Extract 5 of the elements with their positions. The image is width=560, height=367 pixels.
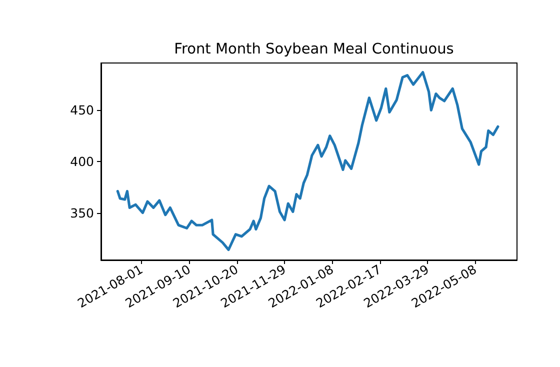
y-tick-label: 350 [70,205,94,220]
chart-title: Front Month Soybean Meal Continuous [174,42,454,58]
line-series [116,70,500,252]
y-tick-label: 450 [70,102,94,118]
y-tick-label: 400 [70,154,94,169]
